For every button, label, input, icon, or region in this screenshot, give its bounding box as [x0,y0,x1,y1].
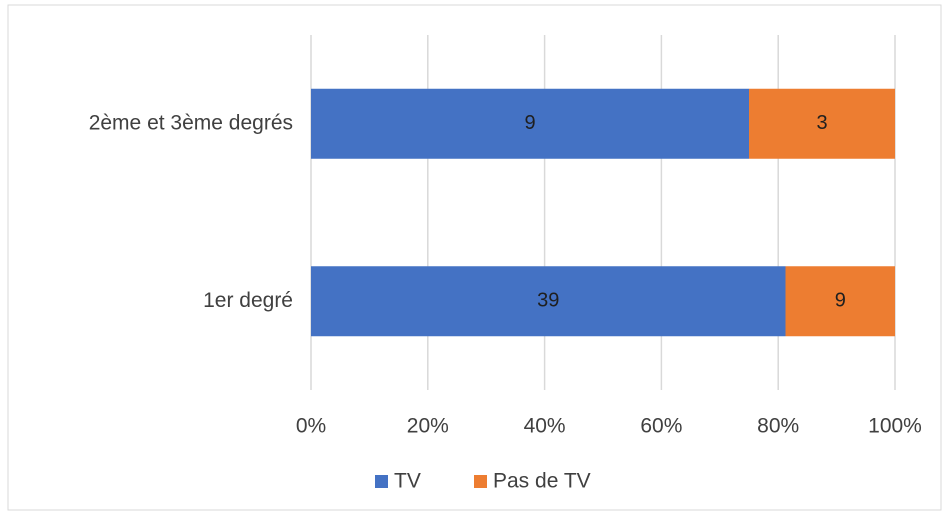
data-label: 9 [524,112,535,134]
data-label: 39 [537,290,559,312]
x-tick-label: 40% [524,415,566,438]
legend-label: Pas de TV [493,470,591,493]
x-tick-label: 60% [640,415,682,438]
x-tick-label: 20% [407,415,449,438]
legend-swatch [474,475,487,488]
x-tick-label: 80% [757,415,799,438]
x-tick-label: 100% [868,415,922,438]
data-label: 3 [816,112,827,134]
chart-border [7,4,942,511]
y-tick-label: 1er degré [203,289,293,312]
bar-segment [311,88,749,159]
bar-segment [749,88,895,159]
legend-label: TV [394,470,421,493]
legend-swatch [375,475,388,488]
bar-segment [311,266,786,337]
x-tick-label: 0% [296,415,326,438]
bar-segment [785,266,895,337]
data-label: 9 [835,290,846,312]
y-tick-label: 2ème et 3ème degrés [89,111,293,134]
